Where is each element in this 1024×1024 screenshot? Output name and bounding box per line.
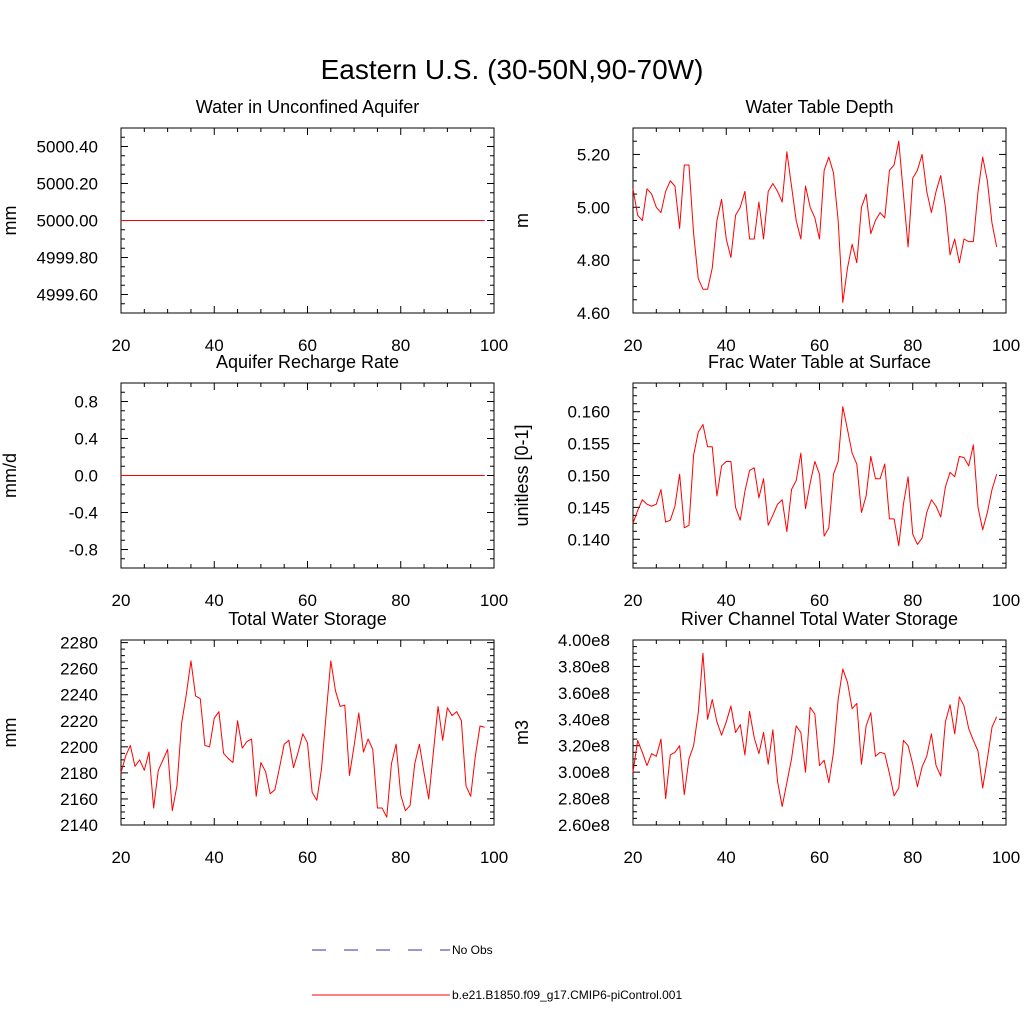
series-line-model xyxy=(632,140,998,303)
x-tick-label: 60 xyxy=(298,591,317,610)
x-tick-label: 100 xyxy=(992,591,1020,610)
y-tick-label: 4999.60 xyxy=(37,286,98,305)
x-tick-label: 20 xyxy=(624,591,643,610)
panel-title: Frac Water Table at Surface xyxy=(708,352,931,372)
y-tick-label: 2.60e8 xyxy=(558,816,610,835)
x-tick-label: 20 xyxy=(624,336,643,355)
plot-frame xyxy=(632,639,1007,826)
x-tick-label: 40 xyxy=(717,336,736,355)
y-tick-label: 5000.20 xyxy=(37,175,98,194)
y-tick-label: 0.145 xyxy=(567,498,610,517)
y-axis-label: m3 xyxy=(512,720,532,745)
y-tick-label: 2220 xyxy=(60,712,98,731)
y-tick-label: 5000.00 xyxy=(37,212,98,231)
x-tick-label: 80 xyxy=(903,336,922,355)
y-tick-label: 2.80e8 xyxy=(558,790,610,809)
x-tick-label: 80 xyxy=(903,591,922,610)
y-axis-label: unitless [0-1] xyxy=(512,424,532,526)
panel-frac-water-table: Frac Water Table at Surface 0.140 0.145 0.1… xyxy=(512,352,1020,610)
x-tick-label: 40 xyxy=(205,591,224,610)
y-tick-label: 5000.40 xyxy=(37,138,98,157)
x-tick-label: 40 xyxy=(717,591,736,610)
y-tick-label: 0.155 xyxy=(567,435,610,454)
x-tick-label: 80 xyxy=(903,848,922,867)
x-tick-label: 20 xyxy=(624,848,643,867)
plot-frame xyxy=(632,127,1007,314)
panel-aquifer-water: Water in Unconfined Aquifer 4999.60 4999.8… xyxy=(0,97,508,355)
x-tick-label: 80 xyxy=(391,848,410,867)
legend-obs-label: No Obs xyxy=(452,943,493,957)
chart-panels: Water in Unconfined Aquifer 4999.60 4999.8… xyxy=(0,97,1020,867)
x-tick-label: 60 xyxy=(810,591,829,610)
y-tick-label: 2240 xyxy=(60,686,98,705)
x-tick-label: 60 xyxy=(298,336,317,355)
y-tick-label: 4.00e8 xyxy=(558,631,610,650)
panel-total-water-storage: Total Water Storage 2140 2160 2180 2200 2220 2… xyxy=(0,609,508,867)
x-tick-label: 60 xyxy=(298,848,317,867)
y-tick-label: -0.4 xyxy=(69,504,98,523)
panel-river-storage: River Channel Total Water Storage 2.60e8 2… xyxy=(512,609,1020,867)
x-tick-label: 100 xyxy=(480,336,508,355)
y-tick-label: 5.00 xyxy=(577,198,610,217)
x-tick-label: 80 xyxy=(391,591,410,610)
y-tick-label: 3.60e8 xyxy=(558,684,610,703)
x-tick-label: 100 xyxy=(992,336,1020,355)
panel-title: Water in Unconfined Aquifer xyxy=(196,97,419,117)
series-line-model xyxy=(632,406,998,547)
y-axis-label: mm/d xyxy=(0,453,20,498)
panel-title: Aquifer Recharge Rate xyxy=(216,352,399,372)
x-tick-label: 40 xyxy=(205,848,224,867)
y-axis-label: mm xyxy=(0,718,20,748)
x-tick-label: 20 xyxy=(112,591,131,610)
x-tick-label: 40 xyxy=(717,848,736,867)
y-tick-label: 2200 xyxy=(60,738,98,757)
y-tick-label: 3.20e8 xyxy=(558,737,610,756)
x-tick-label: 80 xyxy=(391,336,410,355)
y-tick-label: 0.4 xyxy=(74,430,98,449)
x-tick-label: 100 xyxy=(992,848,1020,867)
y-tick-label: 2160 xyxy=(60,790,98,809)
y-tick-label: 4.60 xyxy=(577,304,610,323)
panel-aquifer-recharge: Aquifer Recharge Rate -0.8 -0.4 0.0 0.4 0.8 20… xyxy=(0,352,508,610)
y-tick-label: 3.80e8 xyxy=(558,657,610,676)
figure-title: Eastern U.S. (30-50N,90-70W) xyxy=(321,54,704,85)
x-tick-label: 60 xyxy=(810,336,829,355)
legend-model-label: b.e21.B1850.f09_g17.CMIP6-piControl.001 xyxy=(452,988,682,1002)
x-tick-label: 100 xyxy=(480,591,508,610)
series-line-model xyxy=(632,652,998,807)
x-tick-label: 60 xyxy=(810,848,829,867)
y-tick-label: 4999.80 xyxy=(37,249,98,268)
x-tick-label: 100 xyxy=(480,848,508,867)
y-tick-label: -0.8 xyxy=(69,541,98,560)
y-tick-label: 2140 xyxy=(60,816,98,835)
y-axis-label: mm xyxy=(0,206,20,236)
y-tick-label: 0.150 xyxy=(567,467,610,486)
y-tick-label: 0.140 xyxy=(567,530,610,549)
y-tick-label: 2260 xyxy=(60,660,98,679)
legend: No Obs b.e21.B1850.f09_g17.CMIP6-piContr… xyxy=(312,943,682,1002)
plot-frame xyxy=(120,639,495,826)
y-tick-label: 0.0 xyxy=(74,467,98,486)
y-tick-label: 3.00e8 xyxy=(558,763,610,782)
y-axis-label: m xyxy=(512,213,532,228)
y-tick-label: 2180 xyxy=(60,764,98,783)
y-tick-label: 2280 xyxy=(60,634,98,653)
x-tick-label: 20 xyxy=(112,848,131,867)
y-tick-label: 3.40e8 xyxy=(558,710,610,729)
panel-title: Total Water Storage xyxy=(228,609,386,629)
y-tick-label: 0.8 xyxy=(74,393,98,412)
y-tick-label: 0.160 xyxy=(567,403,610,422)
panel-title: River Channel Total Water Storage xyxy=(681,609,958,629)
y-tick-label: 5.20 xyxy=(577,145,610,164)
series-line-model xyxy=(120,660,485,818)
panel-water-table-depth: Water Table Depth 4.60 4.80 5.00 5.20 20 40 60 8… xyxy=(512,97,1020,355)
x-tick-label: 40 xyxy=(205,336,224,355)
panel-title: Water Table Depth xyxy=(745,97,893,117)
y-tick-label: 4.80 xyxy=(577,251,610,270)
x-tick-label: 20 xyxy=(112,336,131,355)
